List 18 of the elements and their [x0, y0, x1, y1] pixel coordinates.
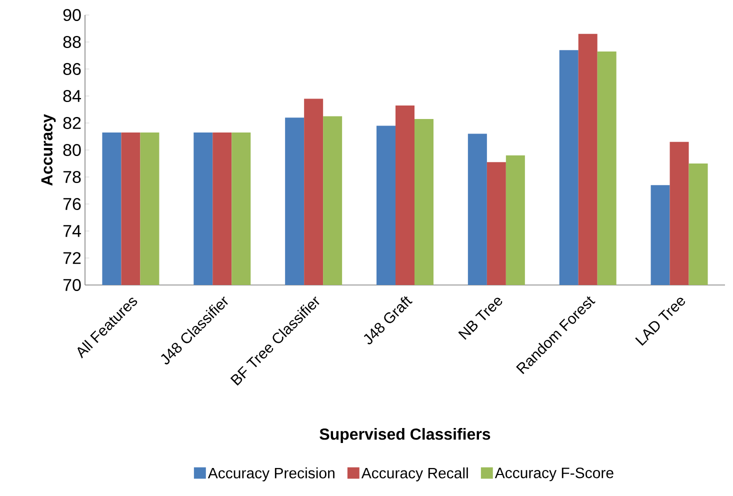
y-axis-title: Accuracy: [41, 114, 56, 186]
y-tick-label: 90: [63, 8, 81, 22]
x-tick-label: NB Tree: [458, 298, 502, 340]
y-tick-label: 76: [63, 198, 81, 210]
y-tick-label: 88: [63, 36, 81, 48]
x-tick-label: LAD Tree: [635, 298, 685, 346]
x-axis-title: Supervised Classifiers: [320, 428, 490, 443]
y-tick-label: 82: [63, 116, 81, 130]
y-tick-label: 74: [63, 225, 81, 237]
y-tick-label: 78: [63, 170, 81, 184]
legend-label: Accuracy Recall: [361, 467, 468, 482]
y-tick-label: 72: [63, 252, 81, 264]
legend-label: Accuracy F-Score: [494, 468, 614, 482]
y-tick-label: 84: [63, 90, 81, 102]
legend-label: Accuracy Precision: [208, 467, 334, 482]
y-tick-label: 80: [63, 144, 81, 156]
y-tick-label: 70: [63, 278, 81, 292]
y-tick-label: 86: [63, 62, 81, 76]
